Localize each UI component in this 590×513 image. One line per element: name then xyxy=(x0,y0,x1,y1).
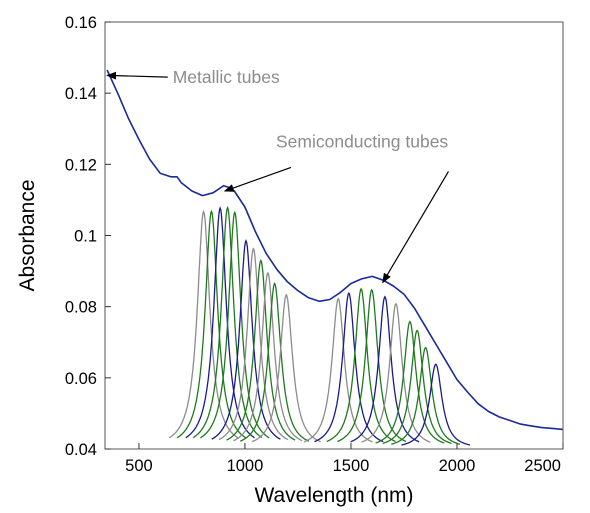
axis-ticks: 500 1000 1500 2000 2500 0.04 0.06 0.08 0.1 0.12 0.… xyxy=(65,14,564,475)
peak-6 xyxy=(211,239,281,440)
y-tick-label: 0.14 xyxy=(65,85,97,103)
peak-13 xyxy=(314,291,384,443)
x-tick-label: 1000 xyxy=(227,457,264,475)
peak-3 xyxy=(185,206,255,439)
peak-5 xyxy=(200,210,270,439)
y-tick-label: 0.12 xyxy=(65,156,97,174)
annotations: Metallic tubes Semiconducting tubes xyxy=(106,67,450,284)
peak-9 xyxy=(233,271,303,442)
peak-14 xyxy=(326,287,396,443)
peak-10 xyxy=(240,282,310,442)
peak-4 xyxy=(192,205,263,439)
peak-18 xyxy=(375,320,445,444)
peak-1 xyxy=(168,209,239,439)
semiconducting-peaks xyxy=(168,205,471,446)
measured-absorbance-line xyxy=(106,69,563,431)
annotation-arrow xyxy=(223,166,292,192)
peak-16 xyxy=(350,295,420,443)
y-tick-label: 0.06 xyxy=(65,370,97,388)
peak-20 xyxy=(391,346,461,445)
peak-21 xyxy=(401,363,471,446)
peak-8 xyxy=(226,258,296,441)
x-tick-label: 1500 xyxy=(333,457,370,475)
peak-19 xyxy=(382,329,452,445)
y-tick-label: 0.16 xyxy=(65,14,97,32)
annotation-arrow xyxy=(382,171,450,284)
y-axis-title: Absorbance xyxy=(16,179,39,291)
x-tick-label: 2500 xyxy=(524,457,561,475)
peak-11 xyxy=(251,293,321,443)
x-tick-label: 2000 xyxy=(439,457,476,475)
y-tick-label: 0.04 xyxy=(65,441,97,459)
peak-15 xyxy=(337,288,407,443)
y-tick-label: 0.08 xyxy=(65,299,97,317)
annotation-label: Semiconducting tubes xyxy=(276,131,448,151)
annotation-arrow xyxy=(106,71,168,80)
y-tick-label: 0.1 xyxy=(74,228,97,246)
annotation-label: Metallic tubes xyxy=(173,67,280,87)
measured-spectrum xyxy=(106,69,563,431)
peak-12 xyxy=(303,297,373,443)
peak-7 xyxy=(218,247,289,441)
x-tick-label: 500 xyxy=(125,457,153,475)
peak-2 xyxy=(176,209,247,439)
x-axis-title: Wavelength (nm) xyxy=(254,484,413,507)
